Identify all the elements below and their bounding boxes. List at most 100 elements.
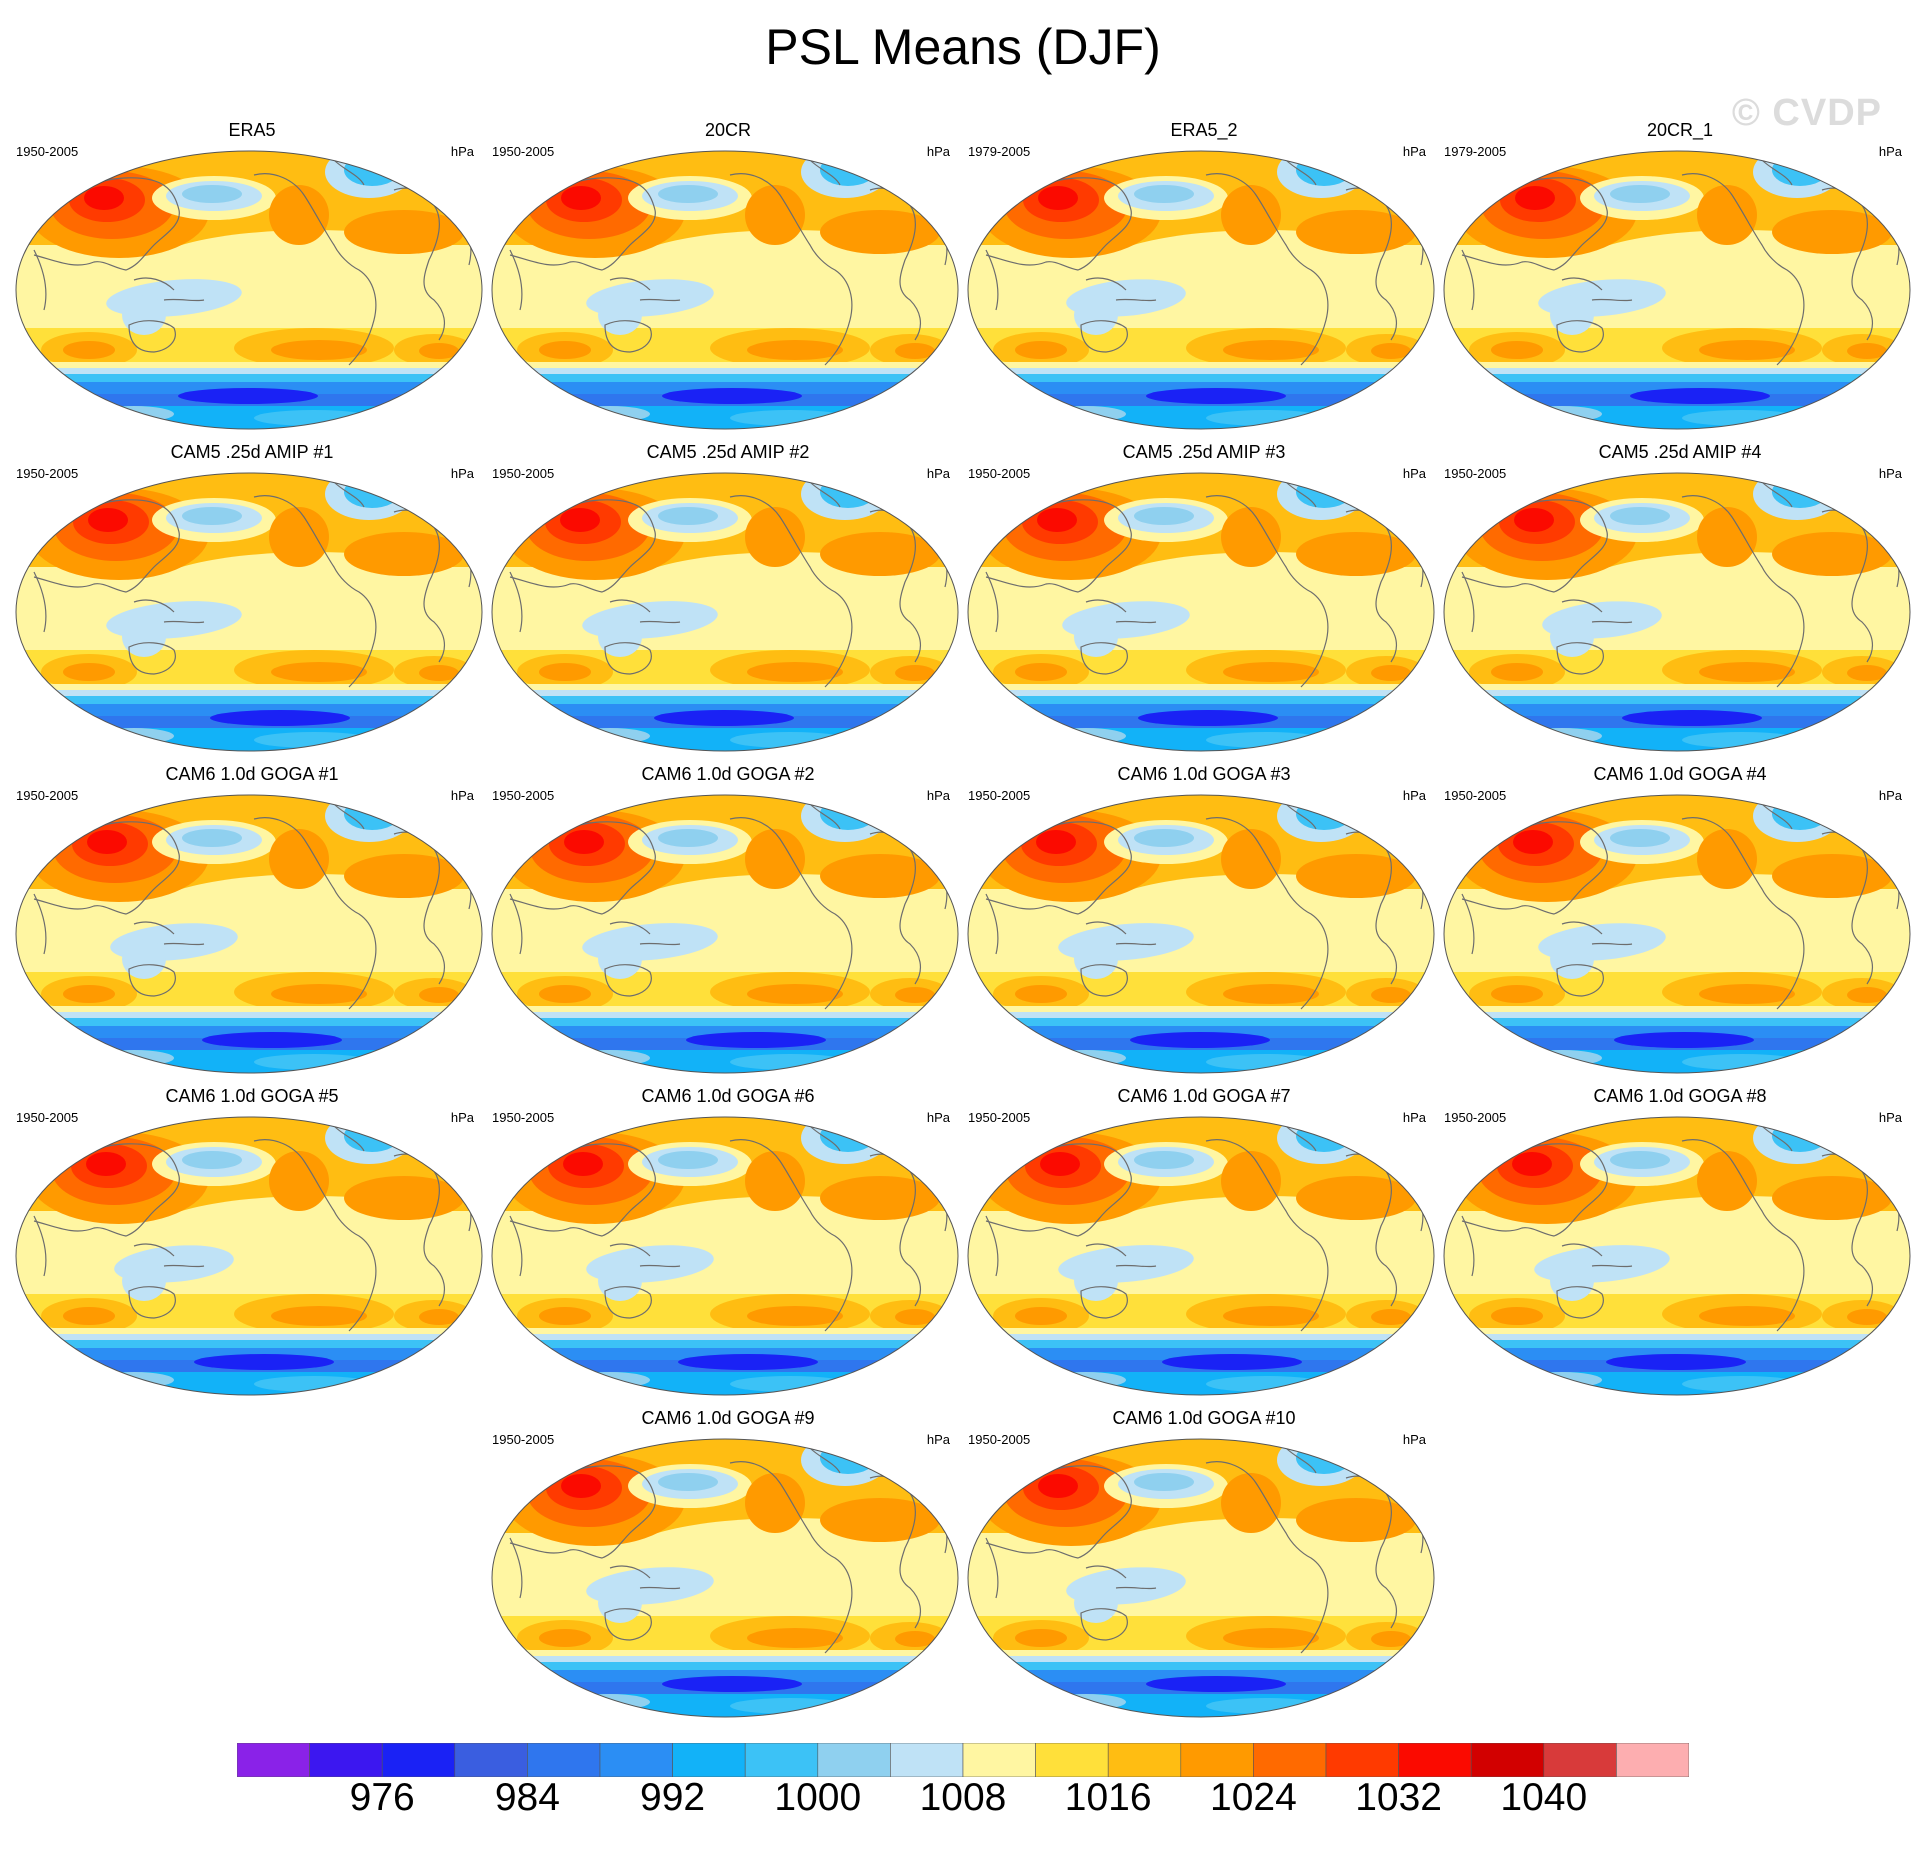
panel-title: CAM5 .25d AMIP #4 bbox=[1598, 442, 1762, 462]
map-panel: 20CR 1950-2005 hPa bbox=[490, 120, 966, 430]
psl-map bbox=[491, 150, 959, 430]
psl-map bbox=[491, 1438, 959, 1718]
panel-title: CAM6 1.0d GOGA #8 bbox=[1593, 1086, 1767, 1106]
panel-period: 1950-2005 bbox=[968, 1110, 1031, 1125]
map-panel: CAM6 1.0d GOGA #2 1950-2005 hPa bbox=[490, 764, 966, 1074]
psl-map bbox=[491, 1116, 959, 1396]
psl-map bbox=[15, 794, 483, 1074]
panel-units: hPa bbox=[1402, 1110, 1426, 1125]
panel-units: hPa bbox=[450, 1110, 474, 1125]
map-panel: CAM5 .25d AMIP #3 1950-2005 hPa bbox=[966, 442, 1442, 752]
figure-title: PSL Means (DJF) bbox=[765, 19, 1161, 75]
panel-title: CAM6 1.0d GOGA #1 bbox=[165, 764, 339, 784]
map-panel: CAM6 1.0d GOGA #8 1950-2005 hPa bbox=[1442, 1086, 1918, 1396]
colorbar-label: 984 bbox=[494, 1776, 560, 1819]
map-panel: CAM6 1.0d GOGA #9 1950-2005 hPa bbox=[490, 1408, 966, 1718]
panel-title: CAM5 .25d AMIP #1 bbox=[170, 442, 334, 462]
panel-period: 1950-2005 bbox=[968, 1432, 1031, 1447]
colorbar-swatch bbox=[599, 1743, 673, 1777]
colorbar-label: 1040 bbox=[1500, 1776, 1588, 1819]
map-panel: CAM6 1.0d GOGA #7 1950-2005 hPa bbox=[966, 1086, 1442, 1396]
psl-map bbox=[967, 1116, 1435, 1396]
panel-units: hPa bbox=[1402, 1432, 1426, 1447]
map-panel: CAM5 .25d AMIP #2 1950-2005 hPa bbox=[490, 442, 966, 752]
colorbar-swatch bbox=[309, 1743, 383, 1777]
psl-map bbox=[15, 150, 483, 430]
panel-period: 1950-2005 bbox=[492, 144, 555, 159]
panel-units: hPa bbox=[1402, 788, 1426, 803]
psl-map bbox=[1443, 794, 1911, 1074]
panel-title: 20CR bbox=[704, 120, 752, 140]
panel-period: 1950-2005 bbox=[1444, 1110, 1507, 1125]
colorbar-swatch bbox=[454, 1743, 528, 1777]
panel-title: CAM6 1.0d GOGA #3 bbox=[1117, 764, 1291, 784]
panel-units: hPa bbox=[450, 466, 474, 481]
panel-units: hPa bbox=[1878, 144, 1902, 159]
panel-units: hPa bbox=[1402, 144, 1426, 159]
psl-map bbox=[15, 472, 483, 752]
panel-title: CAM6 1.0d GOGA #5 bbox=[165, 1086, 339, 1106]
map-panel: CAM6 1.0d GOGA #1 1950-2005 hPa bbox=[14, 764, 490, 1074]
psl-map bbox=[1443, 1116, 1911, 1396]
panel-title: CAM6 1.0d GOGA #7 bbox=[1117, 1086, 1291, 1106]
colorbar-swatch bbox=[1470, 1743, 1545, 1777]
psl-map bbox=[15, 1116, 483, 1396]
map-panel: CAM6 1.0d GOGA #3 1950-2005 hPa bbox=[966, 764, 1442, 1074]
panel-period: 1950-2005 bbox=[968, 466, 1031, 481]
panel-title: CAM6 1.0d GOGA #10 bbox=[1112, 1408, 1296, 1428]
panel-period: 1950-2005 bbox=[16, 144, 79, 159]
colorbar-label: 1032 bbox=[1355, 1776, 1442, 1819]
panel-units: hPa bbox=[926, 1110, 950, 1125]
colorbar-swatch bbox=[817, 1743, 891, 1777]
panel-period: 1950-2005 bbox=[16, 466, 79, 481]
colorbar-swatch bbox=[962, 1743, 1036, 1777]
panel-units: hPa bbox=[1878, 1110, 1902, 1125]
colorbar-swatch bbox=[1180, 1743, 1254, 1777]
colorbar-swatch bbox=[1543, 1743, 1617, 1777]
colorbar-swatch bbox=[744, 1743, 819, 1777]
colorbar-swatch bbox=[1107, 1743, 1182, 1777]
map-panel: CAM6 1.0d GOGA #5 1950-2005 hPa bbox=[14, 1086, 490, 1396]
panel-period: 1950-2005 bbox=[492, 466, 555, 481]
psl-map bbox=[1443, 472, 1911, 752]
colorbar-label: 992 bbox=[640, 1776, 706, 1819]
panel-units: hPa bbox=[926, 1432, 950, 1447]
map-panel: CAM6 1.0d GOGA #4 1950-2005 hPa bbox=[1442, 764, 1918, 1074]
colorbar-swatch bbox=[1325, 1743, 1399, 1777]
panel-units: hPa bbox=[926, 144, 950, 159]
psl-map bbox=[1443, 150, 1911, 430]
psl-map bbox=[967, 1438, 1435, 1718]
panel-period: 1950-2005 bbox=[1444, 466, 1507, 481]
panel-units: hPa bbox=[1878, 466, 1902, 481]
colorbar-swatch bbox=[1398, 1743, 1472, 1777]
map-panel: CAM5 .25d AMIP #1 1950-2005 hPa bbox=[14, 442, 490, 752]
psl-map bbox=[967, 794, 1435, 1074]
panel-title: CAM6 1.0d GOGA #9 bbox=[641, 1408, 815, 1428]
cvdp-watermark: © CVDP bbox=[1731, 92, 1882, 134]
panel-title: CAM6 1.0d GOGA #6 bbox=[641, 1086, 815, 1106]
panel-title: ERA5 bbox=[228, 120, 276, 140]
colorbar-swatch bbox=[1616, 1743, 1689, 1777]
panel-units: hPa bbox=[450, 788, 474, 803]
colorbar-label: 976 bbox=[349, 1776, 415, 1819]
psl-map bbox=[491, 794, 959, 1074]
colorbar-swatch bbox=[1035, 1743, 1109, 1777]
psl-map bbox=[967, 472, 1435, 752]
panel-units: hPa bbox=[926, 788, 950, 803]
colorbar-label: 1016 bbox=[1064, 1776, 1152, 1819]
psl-map bbox=[491, 472, 959, 752]
panel-period: 1979-2005 bbox=[1444, 144, 1507, 159]
colorbar-label: 1024 bbox=[1210, 1776, 1297, 1819]
map-panel: ERA5_2 1979-2005 hPa bbox=[966, 120, 1442, 430]
panel-title: CAM5 .25d AMIP #2 bbox=[646, 442, 810, 462]
colorbar-swatch bbox=[672, 1743, 746, 1777]
panel-period: 1950-2005 bbox=[492, 1110, 555, 1125]
colorbar-swatch bbox=[1253, 1743, 1327, 1777]
panel-period: 1950-2005 bbox=[16, 788, 79, 803]
map-panel: 20CR_1 1979-2005 hPa bbox=[1442, 120, 1918, 430]
panel-units: hPa bbox=[1878, 788, 1902, 803]
panel-title: ERA5_2 bbox=[1170, 120, 1238, 140]
psl-map bbox=[967, 150, 1435, 430]
panel-period: 1950-2005 bbox=[968, 788, 1031, 803]
colorbar-swatch bbox=[890, 1743, 964, 1777]
